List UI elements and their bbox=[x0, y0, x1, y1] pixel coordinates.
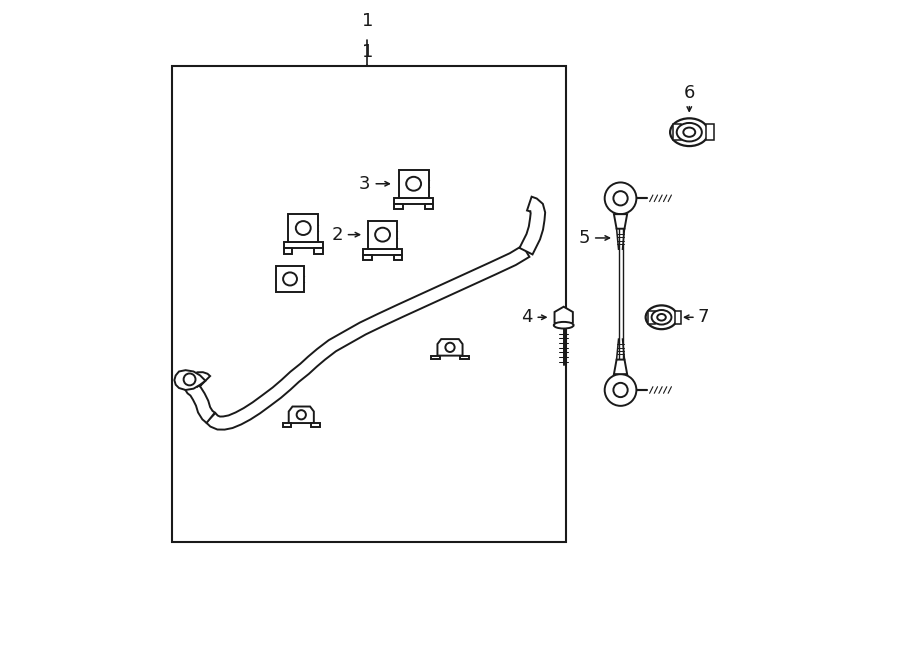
Ellipse shape bbox=[670, 118, 708, 146]
Circle shape bbox=[614, 383, 627, 397]
Bar bbox=[284, 242, 322, 248]
Ellipse shape bbox=[296, 221, 310, 235]
Bar bbox=[425, 204, 433, 210]
Ellipse shape bbox=[375, 227, 390, 241]
Bar bbox=[311, 423, 320, 427]
Bar bbox=[288, 214, 318, 242]
Bar bbox=[648, 311, 655, 324]
Polygon shape bbox=[437, 339, 463, 356]
Text: 2: 2 bbox=[331, 225, 343, 244]
Ellipse shape bbox=[657, 314, 666, 321]
Polygon shape bbox=[614, 214, 627, 229]
Ellipse shape bbox=[677, 123, 702, 141]
Text: 5: 5 bbox=[579, 229, 590, 247]
Text: 4: 4 bbox=[521, 308, 533, 327]
Bar bbox=[673, 124, 680, 140]
Ellipse shape bbox=[645, 305, 678, 329]
Bar bbox=[368, 221, 398, 249]
Bar bbox=[431, 356, 440, 359]
Text: 1: 1 bbox=[362, 12, 374, 30]
Circle shape bbox=[297, 410, 306, 420]
Polygon shape bbox=[184, 372, 215, 423]
Polygon shape bbox=[289, 407, 314, 423]
Bar bbox=[393, 254, 402, 260]
Text: 6: 6 bbox=[684, 84, 695, 102]
Bar bbox=[399, 170, 428, 198]
Bar bbox=[364, 249, 402, 254]
Bar bbox=[364, 254, 372, 260]
Circle shape bbox=[446, 342, 454, 352]
Bar bbox=[284, 248, 292, 254]
Circle shape bbox=[605, 374, 636, 406]
Circle shape bbox=[614, 191, 627, 206]
Circle shape bbox=[184, 373, 195, 385]
Bar bbox=[276, 266, 304, 292]
Circle shape bbox=[605, 182, 636, 214]
Bar bbox=[675, 311, 681, 324]
Polygon shape bbox=[614, 360, 627, 374]
Text: 1: 1 bbox=[362, 43, 374, 61]
Bar bbox=[394, 198, 433, 204]
Bar bbox=[314, 248, 322, 254]
Bar bbox=[394, 204, 402, 210]
Bar bbox=[283, 423, 292, 427]
Ellipse shape bbox=[406, 177, 421, 190]
Bar bbox=[460, 356, 469, 359]
Polygon shape bbox=[175, 370, 205, 390]
Bar bbox=[173, 66, 566, 542]
Text: 7: 7 bbox=[698, 308, 709, 327]
Polygon shape bbox=[206, 245, 529, 430]
Text: 3: 3 bbox=[359, 175, 371, 193]
Bar bbox=[706, 124, 714, 140]
Ellipse shape bbox=[683, 128, 695, 137]
Ellipse shape bbox=[652, 310, 671, 325]
Polygon shape bbox=[519, 197, 545, 254]
Ellipse shape bbox=[284, 272, 297, 286]
Ellipse shape bbox=[554, 322, 573, 329]
Polygon shape bbox=[554, 307, 573, 328]
